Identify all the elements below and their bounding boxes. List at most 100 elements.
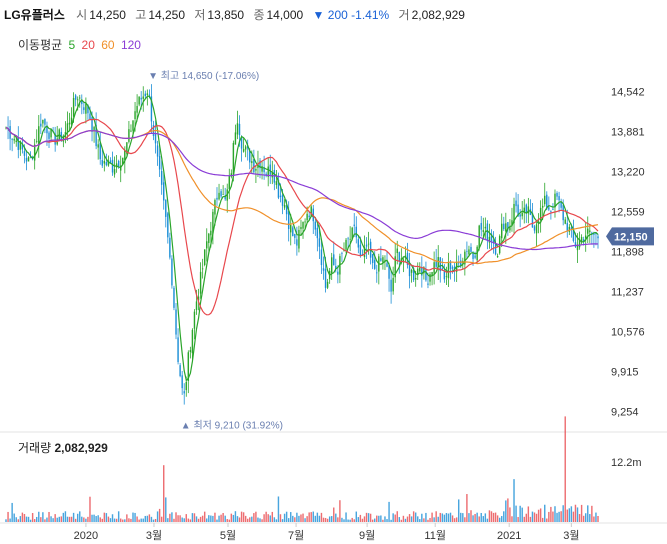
volume-bar (488, 510, 491, 522)
annotations: ▼ 최고 14,650 (-17.06%) ▲ 최저 9,210 (31.92%) (148, 70, 283, 431)
volume-bar (251, 516, 253, 522)
candle-body (33, 144, 36, 161)
candle-body (363, 247, 366, 258)
volume-bar (122, 519, 124, 522)
volume-bar (171, 512, 173, 522)
candle-body (511, 220, 513, 226)
candle-body (533, 226, 536, 231)
candle-body (376, 272, 378, 274)
volume-bar (474, 513, 476, 522)
volume-bar (482, 516, 485, 522)
candle-body (124, 150, 126, 161)
volume-bar (232, 514, 235, 522)
candle-body (566, 222, 568, 231)
candle-body (310, 206, 312, 217)
volume-bar (259, 518, 261, 522)
candle-body (546, 194, 548, 209)
candle-body (349, 238, 351, 240)
volume-bar (21, 512, 24, 522)
candle-body (197, 296, 200, 301)
volume-bar (300, 514, 302, 522)
candle-body (386, 263, 388, 267)
volume-bar (7, 511, 9, 522)
x-tick-label: 5월 (220, 529, 236, 542)
volume-bar (433, 517, 435, 522)
volume-bar (109, 518, 112, 522)
candle-body (494, 243, 497, 255)
volume-bar (263, 514, 265, 522)
volume-bar (544, 504, 546, 522)
volume-bar (439, 512, 441, 522)
candle-body (122, 157, 124, 165)
candle-body (544, 195, 546, 205)
candle-body (537, 221, 540, 224)
candle-body (177, 337, 179, 363)
x-tick-label: 2021 (497, 530, 521, 542)
volume-bar (435, 511, 437, 522)
candle-body (472, 253, 474, 259)
volume-bar (361, 518, 364, 522)
ma-20[interactable]: 20 (81, 38, 95, 52)
volume-bar (150, 516, 153, 522)
volume-bar (441, 513, 444, 522)
ma-5[interactable]: 5 (68, 38, 76, 52)
candle-body (550, 211, 552, 212)
volume-bar (419, 519, 421, 522)
candle-body (42, 119, 44, 124)
volume-bar (408, 514, 411, 522)
volume-bar (203, 511, 206, 522)
quote-header: LG유플러스 시 14,250 고 14,250 저 13,850 종 14,000 ▼… (4, 6, 471, 23)
volume-bar (103, 512, 106, 522)
candle-body (181, 375, 183, 389)
volume-bar (529, 516, 532, 522)
volume-bar (40, 517, 42, 522)
volume-bar (193, 513, 196, 522)
volume-bar (83, 517, 85, 522)
x-tick-label: 3월 (146, 529, 162, 542)
candle-body (17, 136, 20, 151)
volume-bar (68, 516, 71, 522)
candle-body (521, 212, 523, 217)
volume-bar (244, 515, 247, 522)
volume-bar (472, 515, 474, 522)
low-annotation: ▲ 최저 9,210 (31.92%) (181, 419, 283, 431)
volume-value: 2,082,929 (411, 8, 465, 22)
volume-bar (431, 512, 433, 522)
volume-bar (181, 517, 183, 522)
volume-bar (578, 514, 581, 522)
volume-bar (576, 507, 579, 522)
volume-bar (247, 518, 249, 522)
volume-bar (99, 517, 101, 522)
current-price-label: 12,150 (614, 231, 648, 243)
candle-body (105, 162, 108, 166)
candle-body (392, 277, 394, 292)
volume-bar (478, 516, 480, 522)
volume-bar (308, 512, 310, 522)
candle-body (548, 207, 550, 210)
volume-bar (507, 498, 509, 522)
ma-60[interactable]: 60 (101, 38, 115, 52)
volume-bar (287, 518, 290, 522)
volume-bar (533, 512, 536, 522)
candle-body (193, 311, 196, 329)
candle-body (287, 211, 290, 230)
candle-body (527, 206, 530, 214)
candle-body (255, 168, 257, 171)
volume-bar (484, 513, 487, 522)
candle-body (570, 227, 573, 230)
candle-body (251, 161, 253, 164)
volume-bar (66, 516, 69, 522)
volume-bar (587, 505, 589, 522)
ma-120[interactable]: 120 (120, 38, 141, 52)
y-tick-label: 14,542 (611, 87, 645, 99)
volume-bar (326, 518, 329, 522)
volume-bar (406, 516, 409, 522)
candle-body (113, 169, 116, 175)
volume-bar (25, 516, 28, 522)
candle-body (97, 144, 99, 148)
volume-bar (269, 515, 271, 522)
volume-bar (189, 519, 192, 522)
x-axis: 2020 3월 5월 7월 9월 11월 2021 3월 (74, 523, 579, 542)
candle-body (191, 329, 194, 354)
